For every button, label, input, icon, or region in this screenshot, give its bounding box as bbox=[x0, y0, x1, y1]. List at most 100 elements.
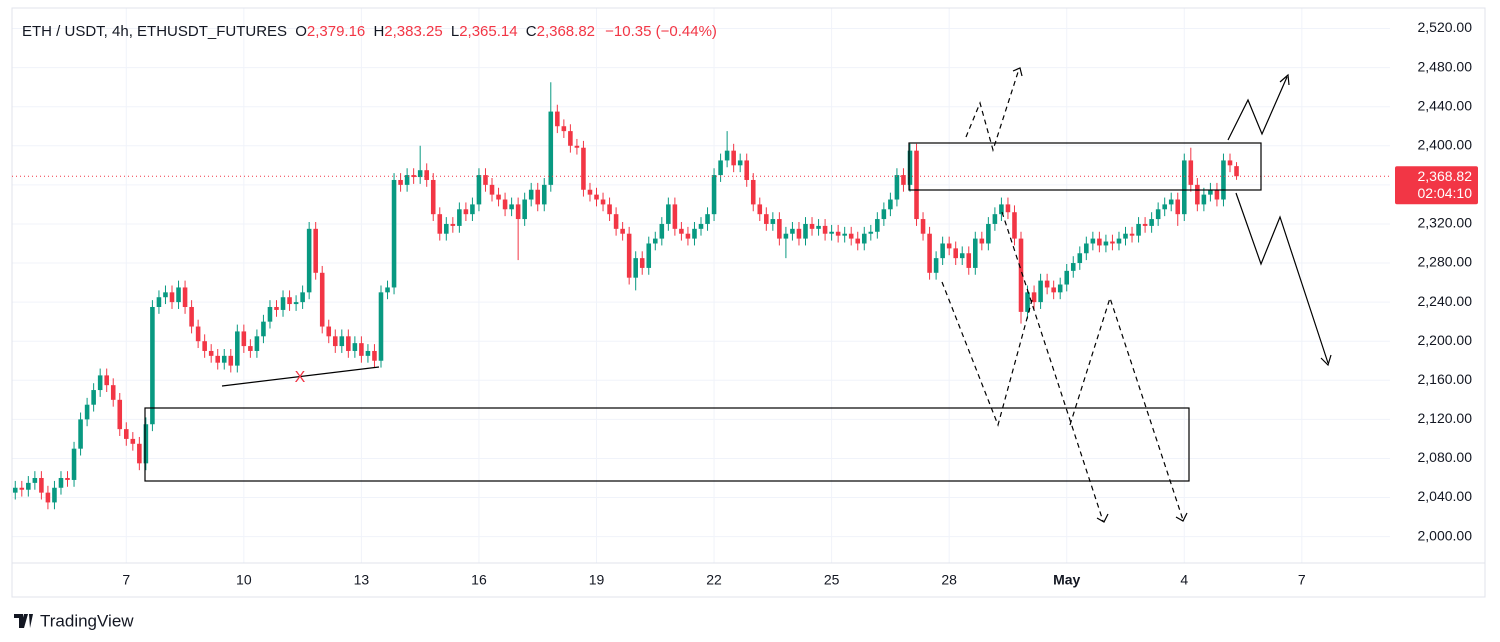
candle-body bbox=[391, 179, 397, 288]
candle-body bbox=[58, 477, 64, 488]
c-value: 2,368.82 bbox=[537, 23, 595, 40]
candle-body bbox=[65, 477, 70, 480]
candle-body bbox=[182, 287, 188, 307]
candle-body bbox=[927, 233, 932, 273]
candle-body bbox=[450, 223, 456, 226]
candle-body bbox=[907, 150, 913, 185]
candle-body bbox=[855, 238, 861, 244]
candle-body bbox=[404, 175, 410, 185]
header: ETH / USDT, 4h, ETHUSDT_FUTURES O2,379.1… bbox=[22, 23, 717, 40]
candle-body bbox=[261, 321, 266, 337]
candle-body bbox=[555, 111, 560, 127]
candle-body bbox=[685, 233, 691, 239]
candle-body bbox=[1031, 292, 1037, 303]
o-label: O bbox=[295, 23, 307, 40]
h-value: 2,383.25 bbox=[384, 23, 442, 40]
l-value: 2,365.14 bbox=[459, 23, 517, 40]
candle-body bbox=[1064, 270, 1070, 285]
candle-body bbox=[613, 214, 619, 229]
candle-body bbox=[365, 350, 371, 356]
candle-body bbox=[777, 219, 782, 239]
candle-body bbox=[770, 219, 776, 224]
candle-body bbox=[986, 223, 991, 244]
candle-body bbox=[509, 204, 514, 210]
arrow-head bbox=[1012, 67, 1023, 77]
trend-line bbox=[221, 366, 380, 387]
candle-body bbox=[124, 429, 129, 439]
candle-body bbox=[1012, 212, 1017, 239]
y-tick-label: 2,320.00 bbox=[1418, 215, 1473, 231]
dashed-projection bbox=[941, 281, 1033, 427]
arrow-head bbox=[1175, 512, 1188, 522]
candle-body bbox=[535, 189, 541, 205]
candle-body bbox=[1103, 241, 1109, 246]
candle-body bbox=[692, 228, 697, 239]
candle-body bbox=[1195, 184, 1200, 205]
candle-body bbox=[437, 214, 443, 234]
candle-body bbox=[352, 343, 358, 351]
candle-body bbox=[652, 238, 658, 244]
y-tick-label: 2,520.00 bbox=[1418, 19, 1473, 35]
candle-body bbox=[888, 199, 893, 210]
candle-body bbox=[1090, 238, 1096, 244]
arrow-head bbox=[1320, 354, 1332, 367]
y-tick-label: 2,160.00 bbox=[1418, 371, 1473, 387]
candle-body bbox=[822, 225, 828, 234]
candle-body bbox=[228, 355, 234, 366]
candle-body bbox=[332, 336, 338, 347]
candle-body bbox=[901, 175, 906, 185]
x-tick-label: 7 bbox=[122, 572, 130, 588]
candle-body bbox=[522, 199, 527, 220]
candle-body bbox=[737, 160, 743, 166]
candle-body bbox=[45, 492, 51, 503]
candle-body bbox=[1051, 287, 1056, 293]
dashed-projection bbox=[965, 68, 1020, 153]
candle-body bbox=[868, 231, 874, 234]
dashed-projection bbox=[1069, 296, 1184, 521]
candle-body bbox=[920, 219, 926, 234]
candle-body bbox=[626, 233, 632, 278]
candle-body bbox=[574, 145, 580, 148]
candle-body bbox=[417, 170, 423, 178]
candle-body bbox=[39, 477, 44, 493]
candle-body bbox=[933, 258, 939, 273]
candle-body bbox=[659, 223, 665, 239]
candle-body bbox=[248, 346, 253, 351]
candle-body bbox=[1162, 204, 1167, 210]
candle-body bbox=[541, 184, 547, 205]
candle-body bbox=[1149, 219, 1154, 226]
candle-body bbox=[457, 209, 462, 226]
candle-body bbox=[195, 326, 201, 342]
c-label: C bbox=[526, 23, 537, 40]
projection-up bbox=[1227, 76, 1288, 141]
candle-body bbox=[1005, 204, 1011, 213]
candle-body bbox=[1018, 238, 1024, 312]
candle-body bbox=[1221, 160, 1226, 200]
candle-body bbox=[130, 438, 136, 444]
candle-body bbox=[424, 170, 429, 180]
candle-body bbox=[313, 228, 318, 273]
candle-body bbox=[607, 204, 612, 215]
candle-body bbox=[1234, 166, 1239, 177]
y-tick-label: 2,280.00 bbox=[1418, 254, 1473, 270]
candle-body bbox=[594, 194, 599, 200]
candle-body bbox=[1175, 199, 1181, 215]
candle-body bbox=[26, 482, 31, 490]
x-tick-label: May bbox=[1053, 572, 1080, 588]
candle-body bbox=[1044, 280, 1050, 288]
candle-body bbox=[32, 477, 38, 483]
x-tick-label: 25 bbox=[824, 572, 840, 588]
zone-box bbox=[908, 142, 1262, 191]
candle-body bbox=[953, 248, 958, 259]
candle-body bbox=[633, 258, 638, 278]
candle-body bbox=[143, 424, 149, 464]
candle-body bbox=[764, 214, 769, 224]
candle-body bbox=[515, 204, 521, 220]
candle-body bbox=[1168, 199, 1174, 205]
candle-body bbox=[1188, 160, 1194, 185]
candle-body bbox=[581, 147, 586, 190]
x-tick-label: 13 bbox=[354, 572, 370, 588]
brand: TradingView bbox=[40, 611, 134, 630]
candle-body bbox=[894, 175, 900, 200]
